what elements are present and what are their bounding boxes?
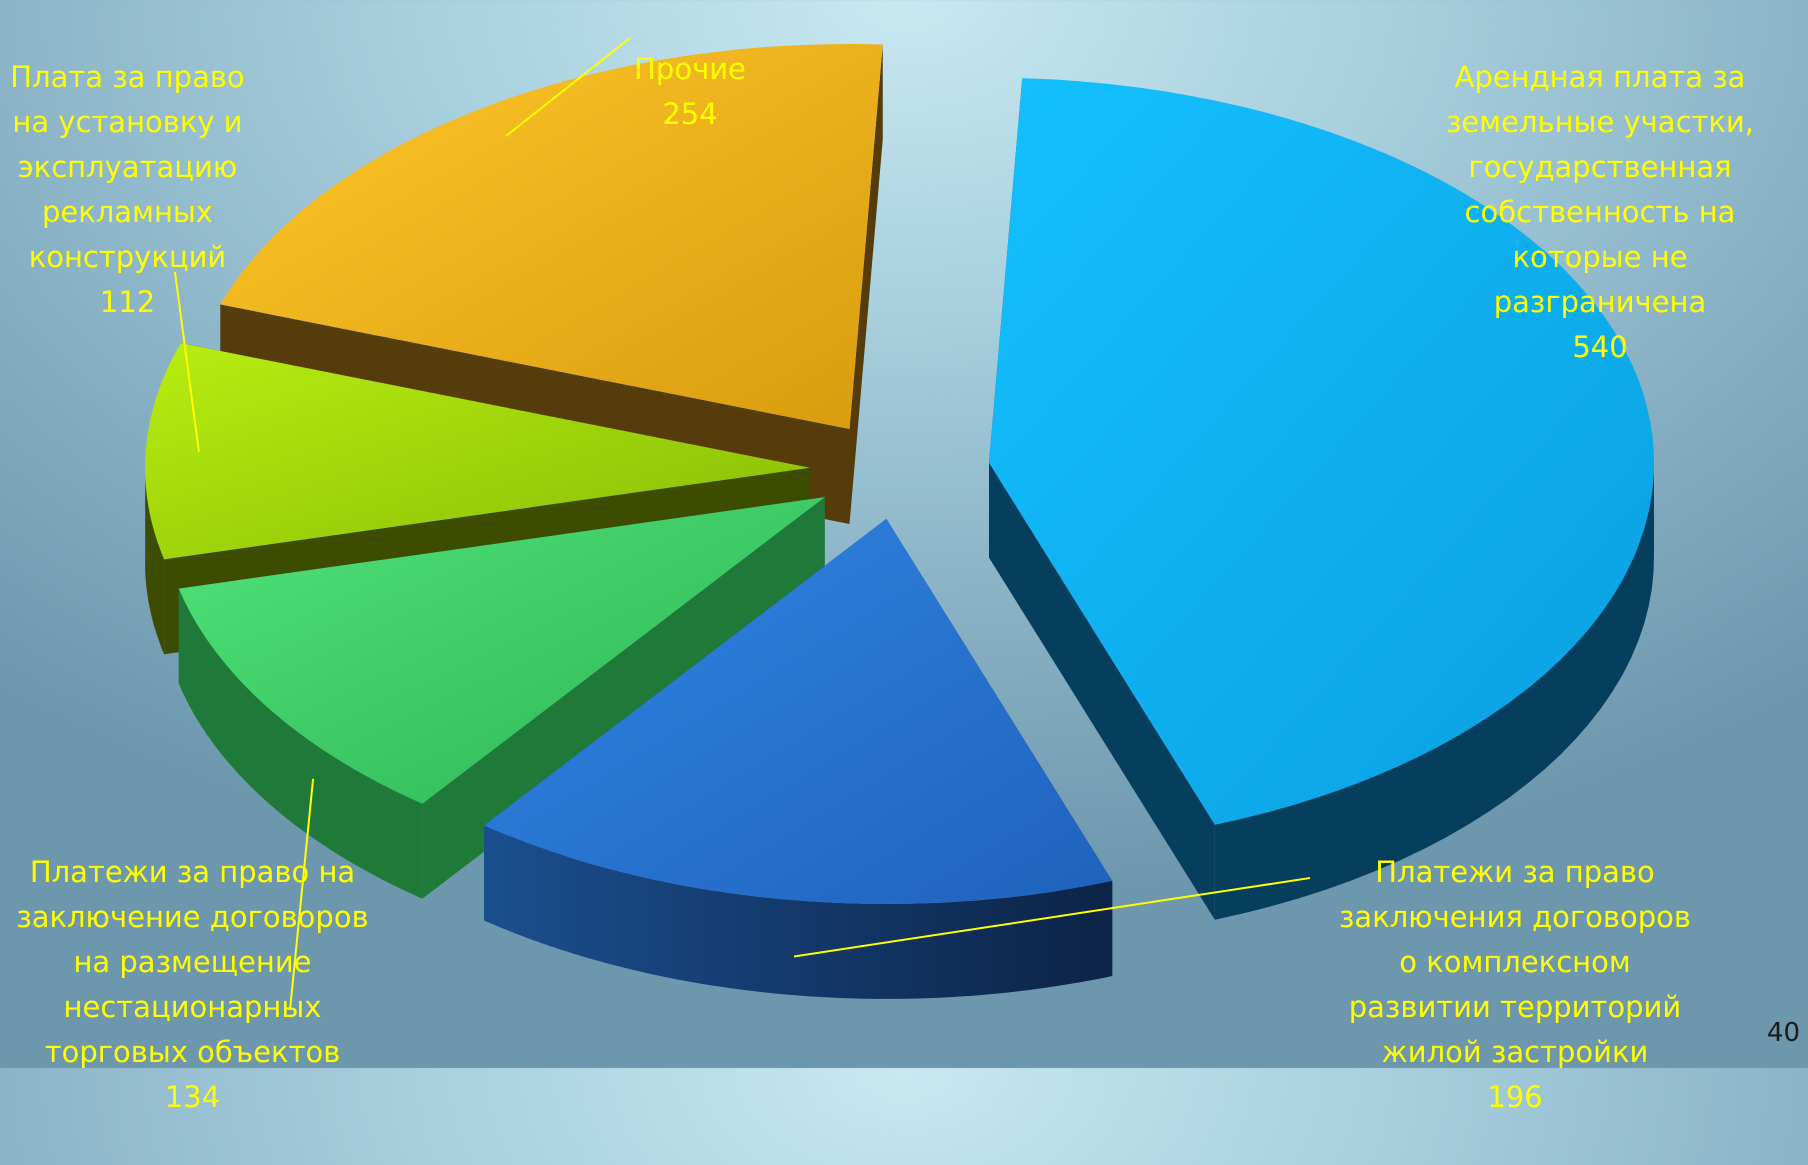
slice-label-text: Плата за право на установку и эксплуатац… — [10, 60, 245, 274]
slice-label-kompleksnoe-razvitie: Платежи за право заключения договоров о … — [1320, 805, 1710, 1165]
leader-line — [289, 778, 315, 1011]
pie-chart — [145, 37, 1655, 1011]
slice-label-text: Арендная плата за земельные участки, гос… — [1445, 60, 1754, 319]
slice-side-wall — [178, 588, 423, 899]
slice-value: 196 — [1487, 1080, 1543, 1114]
leader-line — [793, 877, 1311, 958]
slice-label-text: Платежи за право заключения договоров о … — [1339, 855, 1691, 1069]
slice-label-text: Платежи за право на заключение договоров… — [16, 855, 369, 1069]
slice-side-wall — [484, 825, 1113, 999]
slice-label-reklama: Плата за право на установку и эксплуатац… — [0, 10, 255, 370]
slice-label-arenda: Арендная плата за земельные участки, гос… — [1420, 10, 1780, 415]
page-number: 40 — [1766, 1018, 1800, 1048]
slice-side-wall — [145, 461, 165, 655]
slice-top-face — [484, 518, 1113, 904]
slice-top-face — [145, 343, 811, 560]
slice-label-nto: Платежи за право на заключение договоров… — [0, 805, 385, 1165]
slice-label-text: Прочие — [634, 52, 746, 86]
slice-value: 254 — [662, 97, 718, 131]
slice-cut-wall — [989, 462, 1215, 920]
slice-value: 540 — [1572, 330, 1628, 364]
slice-label-prochie: Прочие 254 — [600, 2, 780, 182]
pie-slice-kompleksnoe-razvitie — [484, 518, 1113, 999]
pie-slice-arenda — [989, 78, 1655, 920]
slice-value: 134 — [164, 1080, 221, 1114]
slice-value: 112 — [99, 285, 156, 319]
leader-line — [174, 271, 200, 453]
slice-cut-wall — [849, 44, 883, 525]
leader-line — [505, 37, 631, 137]
slice-top-face — [220, 44, 883, 430]
slice-top-face — [178, 497, 825, 804]
slice-side-wall — [1214, 458, 1654, 920]
slice-top-face — [989, 78, 1655, 825]
